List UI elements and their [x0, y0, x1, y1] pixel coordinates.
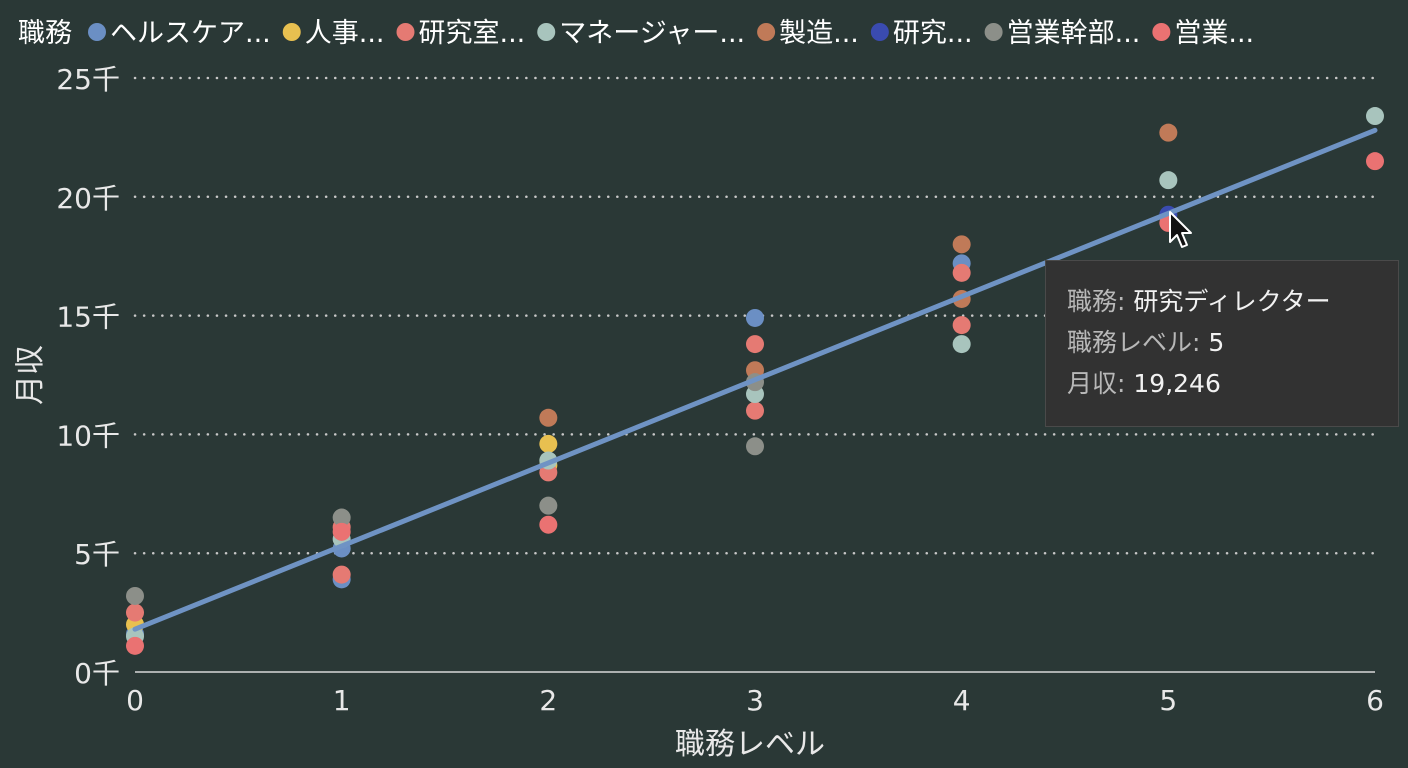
point-s6-3 — [746, 437, 764, 456]
point-s6-1 — [332, 508, 351, 527]
x-tick-label-0: 0 — [126, 684, 144, 717]
point-s2-6 — [952, 263, 971, 282]
tooltip-value-job: 研究ディレクター — [1133, 287, 1331, 316]
point-s0-3 — [746, 308, 764, 327]
point-s2-4 — [746, 335, 764, 354]
legend-marker-6 — [984, 23, 1003, 41]
legend-label-5: 研究... — [893, 18, 973, 49]
legend-marker-5 — [870, 23, 889, 41]
x-axis-ticks: 0 1 2 3 4 5 6 — [126, 684, 1384, 717]
y-tick-label-0: 0千 — [74, 657, 120, 690]
point-s7-1 — [332, 522, 351, 541]
point-s7-2 — [539, 515, 558, 534]
point-s4-0 — [539, 408, 558, 427]
legend-marker-1 — [282, 23, 301, 41]
point-s7-4 — [1366, 152, 1384, 171]
x-tick-label-2: 2 — [539, 684, 557, 717]
tooltip-value-income: 19,246 — [1133, 369, 1221, 398]
point-s6-0 — [126, 586, 144, 605]
tooltip-row-income: 月収: 19,246 — [1067, 363, 1398, 404]
legend-marker-3 — [537, 23, 556, 41]
tooltip-key-job: 職務: — [1067, 287, 1126, 316]
legend-label-7: 営業... — [1174, 18, 1254, 49]
legend-marker-0 — [88, 23, 106, 41]
trendline — [132, 127, 1378, 632]
hover-tooltip: 職務: 研究ディレクター 職務レベル: 5 月収: 19,246 — [1045, 260, 1399, 427]
y-axis-label: 月収 — [13, 345, 48, 405]
legend-label-1: 人事... — [305, 18, 385, 49]
y-axis-ticks: 0千 5千 10千 15千 20千 25千 — [56, 63, 120, 690]
x-axis-label: 職務レベル — [675, 727, 825, 762]
point-s2-7 — [952, 316, 971, 335]
tooltip-row-job: 職務: 研究ディレクター — [1067, 281, 1398, 322]
tooltip-row-level: 職務レベル: 5 — [1067, 322, 1398, 363]
y-tick-label-4: 20千 — [56, 182, 120, 215]
point-s4-2 — [952, 235, 971, 254]
y-tick-label-3: 15千 — [56, 301, 120, 334]
legend-title: 職務 — [18, 18, 72, 49]
x-tick-label-4: 4 — [953, 684, 971, 717]
mouse-cursor-icon — [1169, 211, 1192, 248]
point-s1-1 — [539, 434, 558, 453]
x-tick-label-3: 3 — [746, 684, 764, 717]
point-s3-6 — [1366, 107, 1384, 126]
point-s3-5 — [1159, 171, 1178, 190]
y-tick-label-2: 10千 — [56, 419, 120, 452]
legend: 職務 ヘルスケア... 人事... 研究室... マネージャー... 製造... 研究...… — [18, 18, 1254, 49]
legend-label-2: 研究室... — [419, 18, 526, 49]
point-s2-0 — [126, 603, 144, 622]
trendline-line — [132, 127, 1378, 632]
y-tick-label-1: 5千 — [74, 538, 120, 571]
point-s6-2 — [539, 496, 558, 515]
legend-marker-4 — [757, 23, 776, 41]
tooltip-key-level: 職務レベル: — [1067, 328, 1201, 357]
x-tick-label-1: 1 — [333, 684, 351, 717]
legend-label-6: 営業幹部... — [1007, 18, 1141, 49]
legend-marker-2 — [396, 23, 415, 41]
point-s4-4 — [1159, 123, 1178, 142]
y-tick-label-5: 25千 — [56, 63, 120, 96]
x-tick-label-5: 5 — [1159, 684, 1177, 717]
point-s2-2 — [332, 565, 351, 584]
legend-label-4: 製造... — [779, 18, 859, 49]
point-s7-0 — [126, 636, 144, 655]
point-s3-4 — [952, 335, 971, 354]
legend-marker-7 — [1152, 23, 1171, 41]
legend-label-3: マネージャー... — [559, 18, 745, 49]
tooltip-value-level: 5 — [1208, 328, 1225, 357]
x-tick-label-6: 6 — [1366, 684, 1384, 717]
tooltip-key-income: 月収: — [1067, 369, 1126, 398]
point-s2-5 — [746, 401, 764, 420]
legend-label-0: ヘルスケア... — [110, 18, 271, 49]
